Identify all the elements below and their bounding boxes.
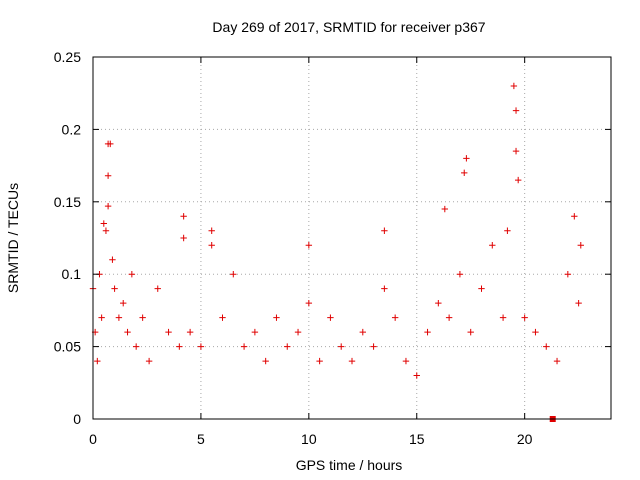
data-point	[564, 271, 572, 278]
data-point	[251, 328, 259, 336]
y-tick-label: 0.2	[62, 121, 82, 137]
data-point	[391, 314, 399, 321]
y-tick-label: 0.05	[54, 339, 81, 355]
data-point	[424, 328, 431, 336]
data-point	[504, 227, 511, 234]
data-point	[512, 147, 520, 155]
x-tick-label: 0	[89, 431, 97, 447]
x-axis-ticks: 0 5 10 15 20	[89, 57, 533, 447]
data-point	[111, 285, 118, 292]
y-tick-label: 0	[73, 411, 81, 427]
data-point	[402, 357, 410, 365]
data-point	[514, 176, 522, 184]
data-point	[154, 285, 161, 292]
data-point	[294, 328, 302, 336]
data-point	[467, 328, 474, 336]
plot-frame	[92, 56, 612, 420]
x-tick-label: 15	[409, 431, 425, 447]
data-point	[115, 314, 123, 321]
data-point	[240, 343, 248, 350]
data-point	[109, 256, 116, 263]
data-point	[98, 314, 105, 321]
data-point	[186, 328, 194, 336]
data-point	[104, 202, 112, 210]
data-point	[305, 242, 313, 249]
data-point	[102, 227, 110, 234]
data-point	[305, 299, 313, 307]
data-point	[461, 169, 468, 177]
data-point	[463, 155, 470, 162]
data-point	[100, 220, 107, 227]
data-point	[94, 357, 101, 365]
data-point	[180, 213, 187, 220]
data-point	[577, 242, 584, 249]
data-point	[284, 343, 291, 350]
data-point	[197, 343, 205, 350]
data-point	[128, 271, 136, 278]
data-point	[145, 357, 153, 365]
data-point	[104, 172, 112, 179]
y-tick-label: 0.1	[62, 266, 82, 282]
data-point	[208, 242, 215, 249]
chart-title: Day 269 of 2017, SRMTID for receiver p36…	[212, 19, 485, 35]
data-point	[441, 205, 449, 213]
data-point	[359, 328, 366, 336]
data-point	[543, 343, 550, 350]
data-point	[521, 314, 528, 321]
x-axis-label: GPS time / hours	[296, 457, 403, 473]
data-point	[370, 343, 377, 350]
data-point	[316, 357, 323, 365]
y-tick-label: 0.25	[54, 49, 81, 65]
x-tick-label: 10	[301, 431, 317, 447]
data-point	[176, 343, 183, 350]
data-point	[435, 299, 442, 307]
data-point	[499, 314, 507, 321]
data-point	[478, 285, 485, 292]
data-point	[165, 328, 172, 336]
data-point	[571, 213, 578, 220]
data-points	[89, 82, 584, 422]
data-point	[180, 234, 187, 242]
data-point	[575, 299, 582, 307]
data-point	[381, 227, 388, 234]
data-point	[512, 107, 520, 114]
data-point	[510, 82, 518, 90]
data-point	[327, 314, 334, 321]
data-point	[107, 140, 114, 148]
data-point	[456, 271, 464, 278]
data-point	[553, 357, 561, 365]
data-point	[132, 343, 140, 350]
data-point	[219, 314, 226, 321]
data-point	[348, 357, 356, 365]
data-point	[381, 285, 388, 292]
y-tick-label: 0.15	[54, 194, 81, 210]
grid	[93, 57, 611, 419]
x-tick-label: 5	[197, 431, 205, 447]
data-point	[230, 271, 237, 278]
y-axis-label: SRMTID / TECUs	[5, 183, 21, 293]
data-point	[139, 314, 146, 321]
x-tick-label: 20	[517, 431, 533, 447]
data-point	[124, 328, 131, 336]
data-point	[338, 343, 345, 350]
data-point	[532, 328, 539, 336]
data-point	[445, 314, 453, 321]
data-point	[413, 372, 420, 379]
data-point	[273, 314, 280, 321]
data-point	[208, 227, 215, 234]
y-axis-ticks: 0 0.05 0.1 0.15 0.2 0.25	[54, 49, 611, 427]
data-point	[120, 299, 127, 307]
data-point	[489, 242, 496, 249]
data-point	[262, 357, 269, 365]
